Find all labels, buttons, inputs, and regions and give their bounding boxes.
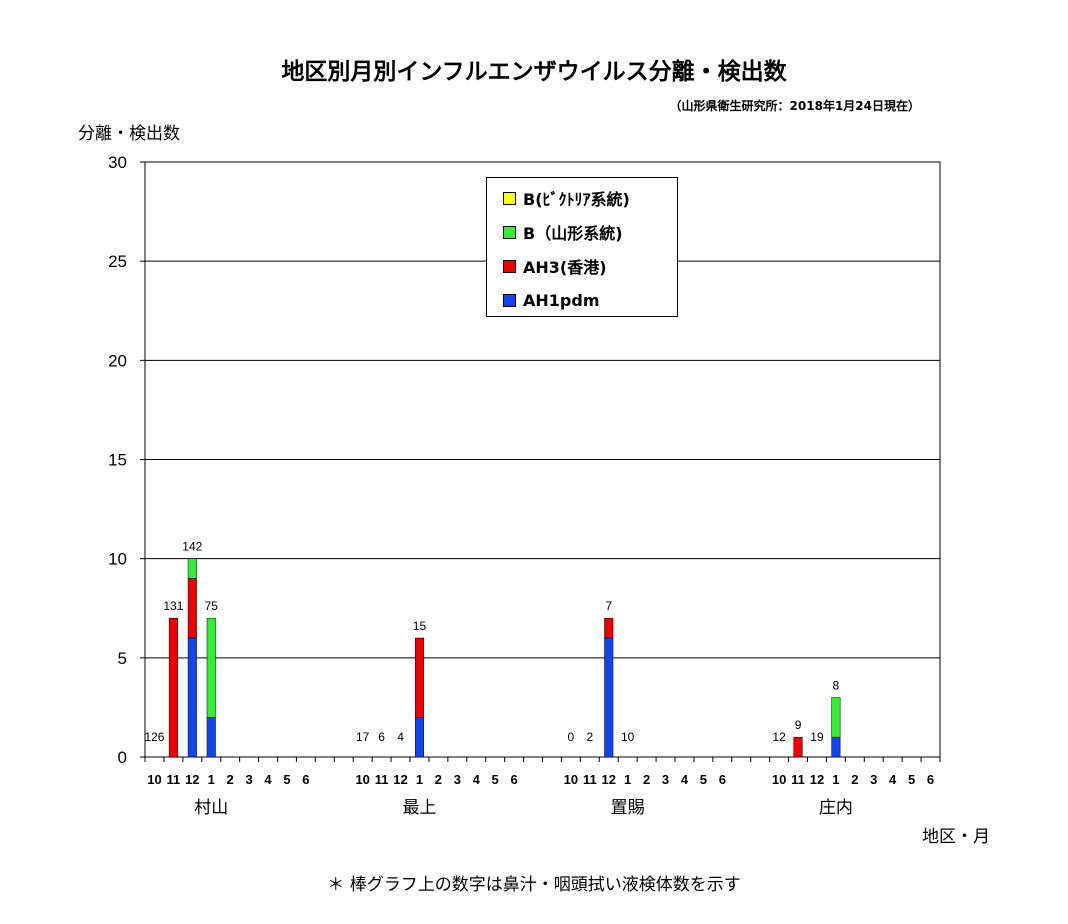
month-tick-label: 12 — [185, 772, 199, 787]
footnote: ＊ 棒グラフ上の数字は鼻汁・咽頭拭い液検体数を示す — [327, 875, 741, 895]
bar-ah3-0-1 — [168, 617, 178, 758]
legend-swatch — [503, 259, 516, 273]
count-label: 19 — [810, 730, 824, 744]
chart-subtitle: （山形県衛生研究所：2018年1月24日現在） — [669, 99, 920, 113]
bar-b_yamagata-0-3 — [206, 617, 216, 718]
month-tick-label: 6 — [510, 772, 517, 787]
bar-ah1pdm-0-3 — [206, 717, 216, 758]
legend-item-b_victoria: B(ﾋﾞｸﾄﾘｱ系統) — [503, 186, 630, 210]
legend-swatch — [503, 293, 516, 307]
month-tick-label: 1 — [208, 772, 215, 787]
x-axis-label: 地区・月 — [922, 827, 990, 847]
y-tick-label: 5 — [118, 649, 127, 668]
month-tick-label: 5 — [283, 772, 290, 787]
legend-label: AH1pdm — [523, 290, 600, 310]
legend-item-ah3: AH3(香港) — [503, 254, 607, 278]
bar-ah1pdm-3-3 — [831, 736, 841, 758]
y-tick-label: 0 — [118, 748, 127, 767]
legend-swatch — [503, 191, 516, 205]
bar-ah1pdm-1-3 — [414, 717, 424, 758]
bar-ah3-2-2 — [604, 617, 614, 639]
month-tick-label: 3 — [870, 772, 877, 787]
month-tick-label: 6 — [927, 772, 934, 787]
month-tick-label: 12 — [393, 772, 407, 787]
month-tick-label: 12 — [602, 772, 616, 787]
region-label: 置賜 — [611, 798, 645, 818]
month-tick-label: 4 — [473, 772, 481, 787]
y-tick-label: 15 — [108, 451, 127, 470]
y-tick-label: 10 — [108, 550, 127, 569]
legend-label: B（山形系統) — [523, 224, 623, 243]
count-label: 4 — [397, 730, 404, 744]
month-tick-label: 11 — [583, 772, 597, 787]
month-tick-label: 2 — [227, 772, 234, 787]
month-tick-label: 3 — [662, 772, 669, 787]
bar-b_yamagata-3-3 — [831, 697, 841, 738]
legend-label: B(ﾋﾞｸﾄﾘｱ系統) — [523, 190, 630, 209]
count-label: 10 — [621, 730, 635, 744]
bar-ah1pdm-0-2 — [187, 637, 197, 758]
count-label: 6 — [378, 730, 385, 744]
region-label: 庄内 — [819, 798, 853, 818]
month-tick-label: 5 — [908, 772, 915, 787]
month-tick-label: 11 — [375, 772, 389, 787]
bar-ah1pdm-2-2 — [604, 637, 614, 758]
region-label: 最上 — [402, 798, 436, 818]
month-tick-label: 2 — [643, 772, 650, 787]
month-tick-label: 10 — [564, 772, 578, 787]
month-tick-label: 10 — [147, 772, 161, 787]
count-label: 15 — [413, 619, 427, 633]
legend-item-b_yamagata: B（山形系統) — [503, 220, 623, 244]
count-label: 126 — [144, 730, 164, 744]
month-tick-label: 6 — [719, 772, 726, 787]
month-tick-label: 6 — [302, 772, 309, 787]
bar-b_yamagata-0-2 — [187, 558, 197, 579]
month-tick-label: 1 — [416, 772, 423, 787]
y-axis-label: 分離・検出数 — [78, 124, 180, 144]
count-label: 7 — [605, 599, 612, 613]
count-label: 2 — [586, 730, 593, 744]
month-tick-label: 1 — [832, 772, 839, 787]
legend-item-ah1pdm: AH1pdm — [503, 288, 599, 312]
month-tick-label: 2 — [851, 772, 858, 787]
count-label: 12 — [772, 730, 786, 744]
month-tick-label: 11 — [167, 772, 181, 787]
y-tick-label: 20 — [108, 351, 127, 370]
count-label: 75 — [205, 599, 219, 613]
month-tick-label: 11 — [791, 772, 805, 787]
count-label: 17 — [356, 730, 370, 744]
month-tick-label: 3 — [454, 772, 461, 787]
bar-ah3-3-1 — [793, 736, 803, 758]
month-tick-label: 5 — [492, 772, 499, 787]
month-tick-label: 4 — [681, 772, 689, 787]
count-label: 0 — [568, 730, 575, 744]
month-tick-label: 4 — [889, 772, 897, 787]
count-label: 8 — [833, 679, 840, 693]
y-tick-label: 25 — [108, 252, 127, 271]
month-tick-label: 3 — [245, 772, 252, 787]
month-tick-label: 4 — [264, 772, 272, 787]
month-tick-label: 10 — [772, 772, 786, 787]
chart-title: 地区別月別インフルエンザウイルス分離・検出数 — [281, 59, 787, 85]
month-tick-label: 12 — [810, 772, 824, 787]
bar-ah3-0-2 — [187, 578, 197, 639]
month-tick-label: 10 — [355, 772, 369, 787]
legend-label: AH3(香港) — [523, 258, 607, 277]
bar-ah3-1-3 — [414, 637, 424, 718]
legend: B(ﾋﾞｸﾄﾘｱ系統) B（山形系統) AH3(香港) AH1pdm — [486, 177, 678, 317]
month-tick-label: 2 — [435, 772, 442, 787]
count-label: 9 — [795, 718, 802, 732]
count-label: 131 — [163, 599, 183, 613]
legend-swatch — [503, 225, 516, 239]
count-label: 142 — [182, 540, 202, 554]
region-label: 村山 — [194, 798, 228, 818]
y-tick-label: 30 — [108, 153, 127, 172]
month-tick-label: 5 — [700, 772, 707, 787]
month-tick-label: 1 — [624, 772, 631, 787]
